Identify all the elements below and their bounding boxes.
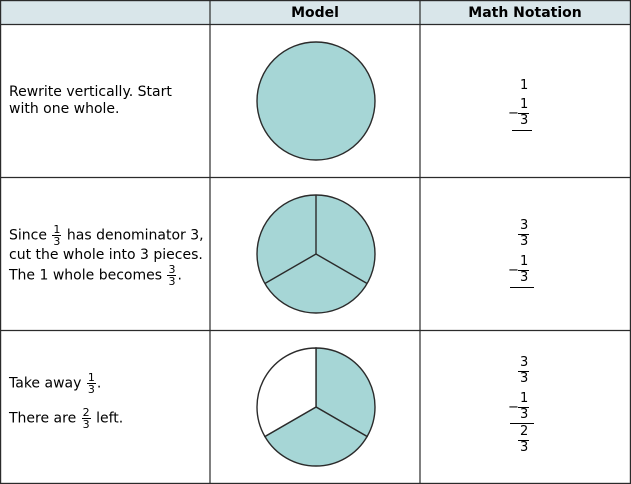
header-math-notation: Math Notation — [420, 1, 630, 24]
row1-notation-top: 1 — [520, 78, 529, 93]
row1-notation-operator: − — [508, 106, 519, 121]
row3-notation-result-num: 2 — [520, 424, 529, 439]
fraction-denominator: 3 — [53, 235, 61, 248]
fraction-numerator: 1 — [52, 223, 62, 236]
row2-notation-top-den: 3 — [520, 234, 529, 249]
row3-notation-top-bar — [518, 371, 529, 372]
row3-notation-result-bar — [518, 440, 529, 441]
fraction-denominator: 3 — [87, 383, 95, 396]
row3-notation-sub-bar — [518, 407, 529, 408]
row3-notation-sub-den: 3 — [520, 407, 529, 422]
model-circle-in-thirds — [256, 194, 376, 314]
header-model: Model — [210, 1, 420, 24]
model-whole-circle — [256, 41, 376, 161]
fraction-denominator: 3 — [82, 418, 90, 431]
fraction-numerator: 1 — [86, 371, 96, 384]
row1-notation-sub-den: 3 — [520, 113, 529, 128]
row2-notation-rule — [510, 287, 534, 288]
row2-notation-sub-den: 3 — [520, 270, 529, 285]
row2-desc-line2: cut the whole into 3 pieces. — [9, 247, 203, 263]
row3-desc-fraction-one-third: 1 3 — [86, 371, 96, 396]
row2-notation-sub-bar — [518, 270, 529, 271]
row3-desc-line2: There are — [9, 410, 77, 427]
row3-notation-top-num: 3 — [520, 355, 529, 370]
row3-desc-line1-end: . — [96, 375, 102, 392]
row2-desc-fraction-one-third: 1 3 — [52, 223, 62, 248]
row1-notation-sub-num: 1 — [520, 97, 529, 112]
row3-notation-sub-num: 1 — [520, 391, 529, 406]
row1-notation-sub-bar — [518, 113, 529, 114]
row3-notation-top-den: 3 — [520, 371, 529, 386]
fraction-numerator: 3 — [167, 263, 177, 276]
row2-notation-top-num: 3 — [520, 218, 529, 233]
row2-notation-operator: − — [508, 263, 519, 278]
row2-description: Since 1 3 has denominator 3, cut the who… — [9, 224, 209, 287]
row3-description: Take away 1 3 . There are 2 3 left. — [9, 372, 209, 430]
row2-notation-sub-num: 1 — [520, 254, 529, 269]
row2-desc-fraction-three-thirds: 3 3 — [167, 263, 177, 288]
model-circle-thirds-one-removed — [256, 347, 376, 467]
row2-desc-line3-end: . — [177, 267, 182, 284]
row2-desc-p2: has denominator 3, — [66, 227, 204, 244]
row3-desc-fraction-two-thirds: 2 3 — [81, 406, 91, 431]
row1-description: Rewrite vertically. Start with one whole… — [9, 84, 172, 117]
fraction-denominator: 3 — [168, 275, 176, 288]
header-blank — [1, 1, 210, 24]
row3-desc-line1: Take away — [9, 375, 82, 392]
row3-notation-result-den: 3 — [520, 440, 529, 455]
row1-notation-rule — [512, 130, 532, 131]
row2-notation-top-bar — [518, 234, 529, 235]
row3-desc-line2-end: left. — [96, 410, 124, 427]
row3-notation-rule — [510, 423, 534, 424]
fraction-numerator: 2 — [81, 406, 91, 419]
row2-desc-line3: The 1 whole becomes — [9, 267, 162, 284]
row2-desc-p1: Since — [9, 227, 47, 244]
row3-notation-operator: − — [508, 400, 519, 415]
